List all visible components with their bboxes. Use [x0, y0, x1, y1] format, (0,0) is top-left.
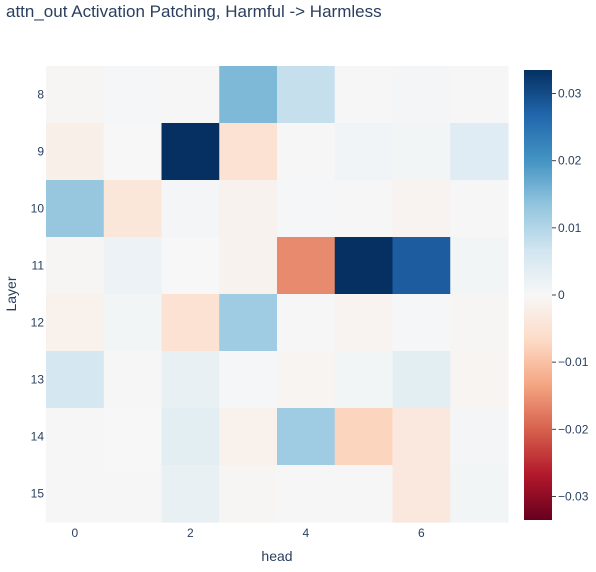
colorbar-tick-label: 0.02 — [558, 154, 582, 168]
heatmap-cell-layer15-head3 — [219, 465, 278, 523]
heatmap-cell-layer13-head4 — [277, 351, 336, 409]
heatmap-cell-layer12-head0 — [46, 294, 105, 352]
heatmap-cell-layer11-head0 — [46, 237, 105, 295]
heatmap-cell-layer11-head2 — [161, 237, 220, 295]
heatmap-cell-layer12-head6 — [392, 294, 451, 352]
colorbar-tick-label: 0 — [558, 288, 565, 302]
y-axis-label: Layer — [3, 276, 19, 311]
heatmap-cell-layer15-head1 — [103, 465, 163, 523]
y-tick-label: 10 — [31, 202, 45, 216]
heatmap-cell-layer13-head7 — [450, 351, 509, 409]
heatmap-cell-layer11-head1 — [103, 237, 163, 295]
heatmap-cell-layer15-head6 — [392, 465, 451, 523]
heatmap-cell-layer13-head5 — [334, 351, 394, 409]
y-tick-label: 11 — [32, 259, 45, 273]
heatmap-cell-layer8-head0 — [46, 66, 105, 124]
heatmap-cell-layer15-head2 — [161, 465, 220, 523]
colorbar — [524, 70, 552, 520]
heatmap-cell-layer13-head3 — [219, 351, 278, 409]
heatmap-cell-layer13-head1 — [103, 351, 163, 409]
heatmap-cell-layer14-head4 — [277, 408, 336, 466]
heatmap-cell-layer8-head5 — [334, 66, 394, 124]
heatmap-cell-layer12-head5 — [334, 294, 394, 352]
heatmap-cell-layer8-head2 — [161, 66, 220, 124]
heatmap-cell-layer10-head0 — [46, 180, 105, 238]
heatmap-cell-layer10-head1 — [103, 180, 163, 238]
x-tick-label: 2 — [187, 526, 194, 540]
heatmap-cell-layer11-head4 — [277, 237, 336, 295]
heatmap-cell-layer9-head2 — [161, 123, 220, 181]
heatmap-cell-layer8-head1 — [103, 66, 163, 124]
heatmap-cell-layer14-head1 — [103, 408, 163, 466]
heatmap-cell-layer14-head7 — [450, 408, 509, 466]
heatmap-cell-layer10-head4 — [277, 180, 336, 238]
heatmap-cell-layer15-head7 — [450, 465, 509, 523]
heatmap-cell-layer8-head4 — [277, 66, 336, 124]
heatmap-cell-layer14-head5 — [334, 408, 394, 466]
heatmap-cell-layer11-head5 — [334, 237, 394, 295]
chart-title: attn_out Activation Patching, Harmful ->… — [6, 2, 382, 21]
heatmap-cell-layer10-head3 — [219, 180, 278, 238]
heatmap-cell-layer15-head4 — [277, 465, 336, 523]
heatmap-cell-layer12-head7 — [450, 294, 509, 352]
x-tick-label: 4 — [303, 526, 310, 540]
heatmap-cell-layer13-head2 — [161, 351, 220, 409]
heatmap-cell-layer9-head6 — [392, 123, 451, 181]
heatmap-cell-layer9-head7 — [450, 123, 509, 181]
heatmap-cell-layer14-head6 — [392, 408, 451, 466]
heatmap-cell-layer14-head3 — [219, 408, 278, 466]
heatmap-cell-layer9-head4 — [277, 123, 336, 181]
heatmap-cell-layer12-head3 — [219, 294, 278, 352]
heatmap-cell-layer11-head6 — [392, 237, 451, 295]
heatmap-cell-layer9-head0 — [46, 123, 105, 181]
y-tick-label: 9 — [37, 145, 44, 159]
heatmap-cell-layer14-head2 — [161, 408, 220, 466]
heatmap-cell-layer10-head5 — [334, 180, 394, 238]
heatmap-cell-layer12-head1 — [103, 294, 163, 352]
heatmap-cell-layer9-head1 — [103, 123, 163, 181]
colorbar-tick-label: −0.01 — [558, 355, 589, 369]
heatmap-cell-layer8-head6 — [392, 66, 451, 124]
x-tick-label: 6 — [418, 526, 425, 540]
x-tick-label: 0 — [72, 526, 79, 540]
heatmap-cell-layer14-head0 — [46, 408, 105, 466]
heatmap-cell-layer15-head0 — [46, 465, 105, 523]
y-tick-label: 14 — [31, 430, 45, 444]
colorbar-tick-label: −0.02 — [558, 422, 589, 436]
heatmap-cell-layer11-head7 — [450, 237, 509, 295]
colorbar-tick-label: −0.03 — [558, 489, 589, 503]
heatmap-cell-layer10-head7 — [450, 180, 509, 238]
y-axis-ticks: 8 9 10 11 12 13 14 15 — [31, 88, 45, 501]
heatmap-cell-layer12-head4 — [277, 294, 336, 352]
heatmap-cell-layer8-head3 — [219, 66, 278, 124]
heatmap-cells — [46, 66, 509, 523]
colorbar-tick-label: 0.03 — [558, 87, 582, 101]
heatmap-cell-layer10-head2 — [161, 180, 220, 238]
heatmap-cell-layer9-head5 — [334, 123, 394, 181]
heatmap-cell-layer13-head6 — [392, 351, 451, 409]
heatmap-cell-layer10-head6 — [392, 180, 451, 238]
y-tick-label: 12 — [31, 316, 45, 330]
heatmap-cell-layer11-head3 — [219, 237, 278, 295]
y-tick-label: 8 — [37, 88, 44, 102]
heatmap-cell-layer12-head2 — [161, 294, 220, 352]
y-tick-label: 15 — [31, 487, 45, 501]
heatmap-cell-layer15-head5 — [334, 465, 394, 523]
colorbar-ticks: 0.03 0.02 0.01 0 −0.01 −0.02 −0.03 — [552, 87, 589, 503]
heatmap-cell-layer9-head3 — [219, 123, 278, 181]
heatmap-cell-layer8-head7 — [450, 66, 509, 124]
y-tick-label: 13 — [31, 373, 45, 387]
x-axis-label: head — [261, 548, 292, 564]
colorbar-tick-label: 0.01 — [558, 221, 582, 235]
heatmap-cell-layer13-head0 — [46, 351, 105, 409]
x-axis-ticks: 0 2 4 6 — [72, 526, 426, 540]
